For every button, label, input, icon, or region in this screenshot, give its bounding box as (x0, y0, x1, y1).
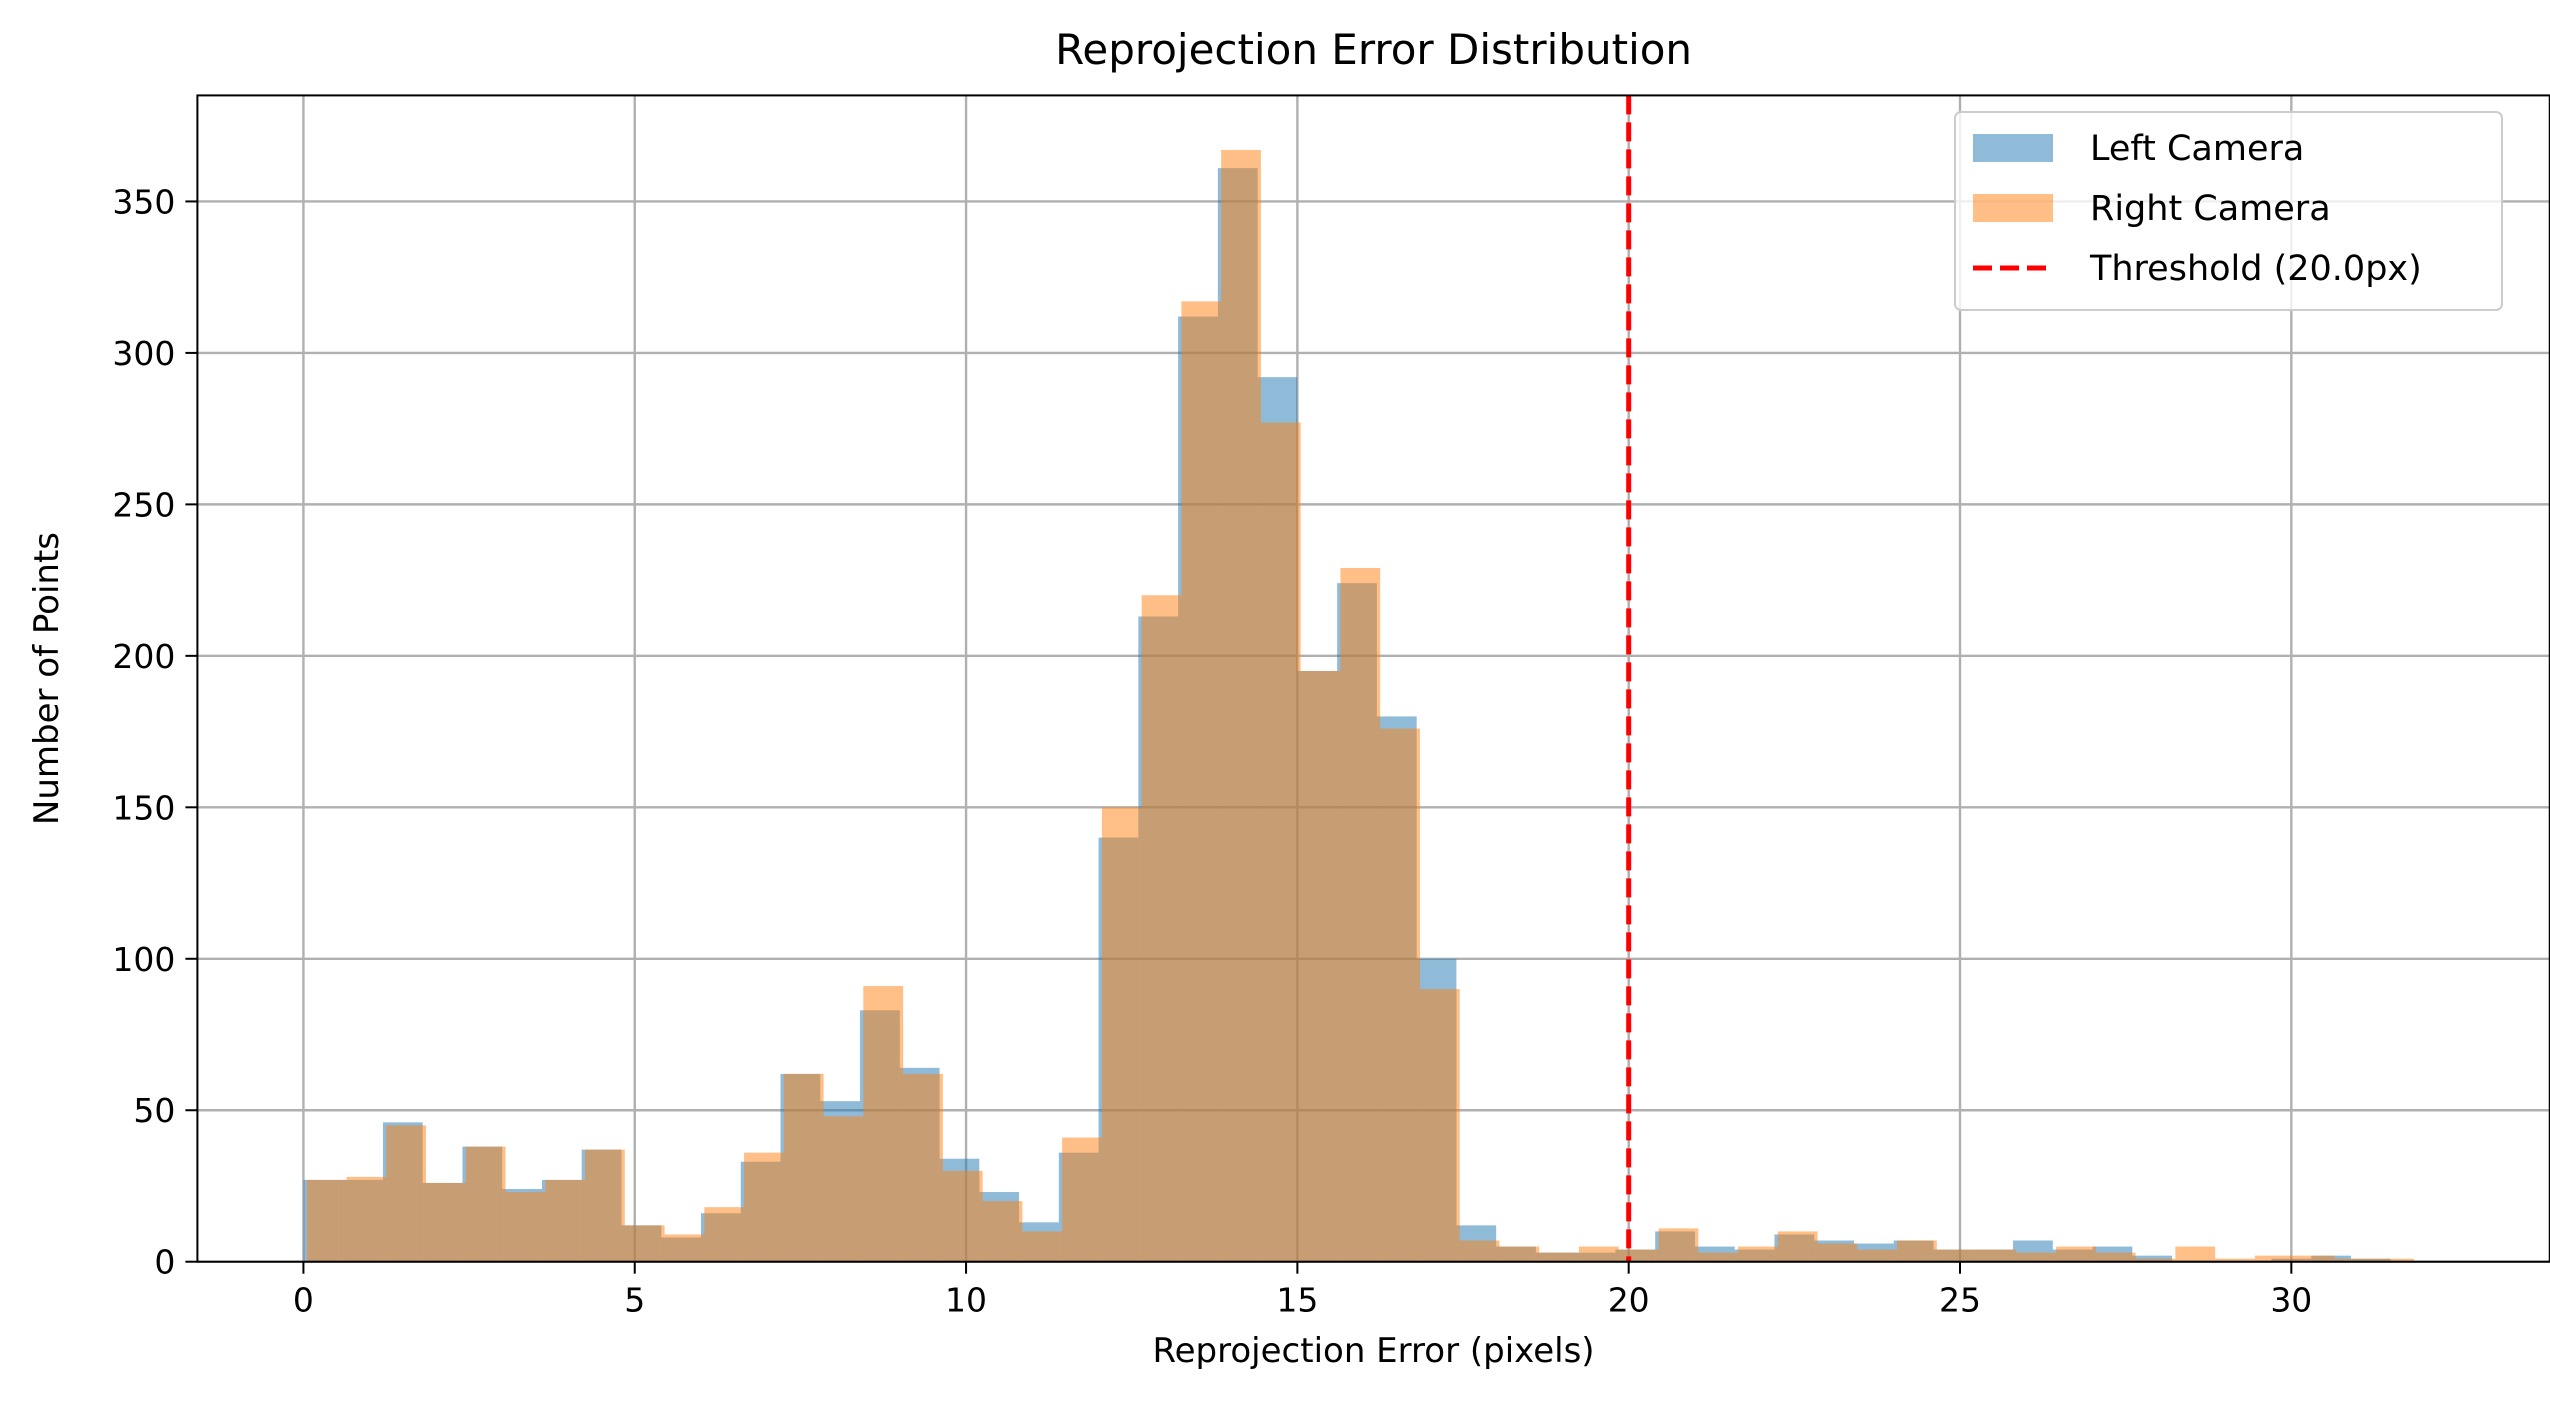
x-tick-label: 5 (624, 1281, 645, 1320)
right-camera-bar (426, 1182, 466, 1262)
y-tick-label: 100 (112, 940, 175, 979)
right-camera-bar (823, 1116, 864, 1262)
x-axis-label: Reprojection Error (pixels) (1153, 1331, 1595, 1371)
right-camera-bar (624, 1225, 665, 1262)
chart-title: Reprojection Error Distribution (1055, 25, 1692, 74)
right-camera-bar (2374, 1258, 2414, 1262)
legend-label-threshold: Threshold (20.0px) (2089, 249, 2422, 289)
y-axis-label: Number of Points (27, 532, 67, 825)
x-tick-label: 0 (293, 1281, 314, 1320)
x-ticks: 0 5 10 15 20 25 30 (293, 1261, 2312, 1320)
right-camera-bar (386, 1125, 427, 1262)
right-camera-bar (1698, 1252, 1739, 1262)
right-camera-bars (306, 149, 2414, 1262)
legend-swatch-left-camera (1973, 134, 2053, 162)
legend: Left Camera Right Camera Threshold (20.0… (1954, 111, 2503, 311)
right-camera-bar (2095, 1252, 2136, 1262)
right-camera-bar (903, 1073, 943, 1262)
right-camera-bar (863, 986, 904, 1262)
right-camera-bar (1539, 1252, 1579, 1262)
right-camera-bar (704, 1207, 745, 1262)
right-camera-bar (346, 1176, 387, 1262)
right-camera-bar (664, 1234, 705, 1262)
right-camera-bar (1022, 1231, 1063, 1262)
right-camera-bar (2056, 1246, 2096, 1262)
right-camera-bar (1101, 807, 1142, 1262)
x-tick-label: 15 (1276, 1281, 1318, 1320)
x-tick-label: 25 (1939, 1281, 1981, 1320)
y-tick-label: 0 (154, 1243, 175, 1282)
right-camera-bar (585, 1149, 625, 1262)
right-camera-bar (1221, 149, 1261, 1262)
right-camera-bar (1976, 1249, 2017, 1262)
right-camera-bar (1260, 422, 1301, 1262)
right-camera-bar (1658, 1228, 1699, 1262)
left-camera-bar (2132, 1255, 2173, 1262)
legend-box (1954, 111, 2503, 311)
right-camera-bar (2215, 1258, 2255, 1262)
right-camera-bar (1936, 1249, 1977, 1262)
right-camera-bar (2294, 1255, 2335, 1262)
y-tick-label: 200 (112, 637, 175, 676)
right-camera-bar (942, 1170, 983, 1262)
right-camera-bar (2254, 1255, 2295, 1262)
right-camera-bar (1857, 1249, 1898, 1262)
x-tick-label: 20 (1608, 1281, 1650, 1320)
right-camera-bar (1897, 1240, 1937, 1262)
y-tick-label: 250 (112, 485, 175, 524)
x-tick-label: 30 (2270, 1281, 2312, 1320)
y-ticks: 0 50 100 150 200 250 300 350 (112, 182, 198, 1282)
right-camera-bar (1419, 989, 1460, 1262)
right-camera-bar (744, 1152, 784, 1262)
legend-label-right-camera: Right Camera (2090, 189, 2331, 229)
right-camera-bar (1578, 1246, 1619, 1262)
right-camera-bar (1459, 1240, 1500, 1262)
right-camera-bar (1300, 670, 1341, 1262)
right-camera-bar (1380, 728, 1420, 1262)
right-camera-bar (783, 1073, 824, 1262)
right-camera-bar (1738, 1246, 1778, 1262)
legend-swatch-right-camera (1973, 194, 2053, 222)
legend-label-left-camera: Left Camera (2090, 129, 2304, 169)
right-camera-bar (2135, 1258, 2176, 1262)
right-camera-bar (1777, 1231, 1818, 1262)
right-camera-bar (1817, 1243, 1858, 1262)
right-camera-bar (1141, 595, 1182, 1262)
y-tick-label: 50 (133, 1091, 175, 1130)
right-camera-bar (306, 1179, 347, 1262)
right-camera-bar (545, 1179, 586, 1262)
right-camera-bar (2016, 1252, 2057, 1262)
right-camera-bar (1618, 1249, 1659, 1262)
right-camera-bar (465, 1146, 506, 1262)
right-camera-bar (1499, 1246, 1540, 1262)
x-tick-label: 10 (945, 1281, 987, 1320)
y-tick-label: 350 (112, 182, 175, 221)
right-camera-bar (2334, 1258, 2375, 1262)
right-camera-bar (1062, 1137, 1102, 1262)
right-camera-bar (982, 1201, 1023, 1262)
y-tick-label: 150 (112, 788, 175, 827)
right-camera-bar (1340, 567, 1381, 1262)
right-camera-bar (1181, 301, 1222, 1262)
right-camera-bar (2175, 1246, 2216, 1262)
y-tick-label: 300 (112, 334, 175, 373)
right-camera-bar (505, 1192, 546, 1262)
